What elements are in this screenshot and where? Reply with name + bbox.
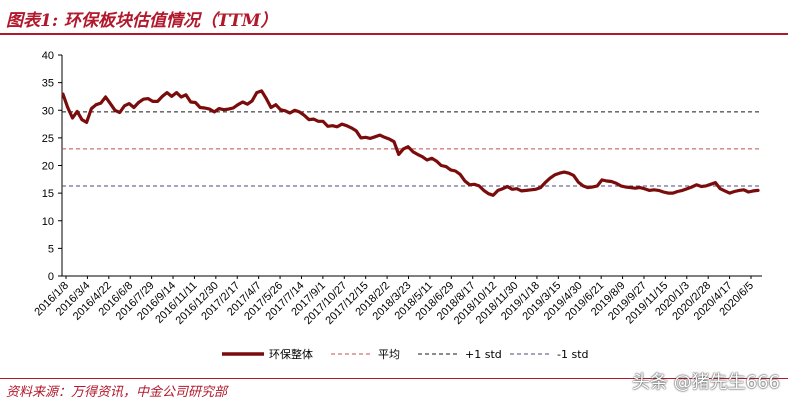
chart-title: 图表1: 环保板块估值情况（TTM） — [6, 11, 278, 31]
y-tick-label: 5 — [48, 243, 54, 255]
series-layer — [61, 89, 760, 197]
title-divider — [0, 33, 788, 35]
series-line-main — [61, 89, 760, 197]
y-tick-label: 20 — [42, 161, 54, 173]
y-tick-label: 15 — [42, 188, 54, 200]
legend-label-2: 平均 — [378, 348, 400, 361]
chart-legend: 环保整体 平均 +1 std -1 std — [222, 347, 589, 361]
y-tick-label: 40 — [42, 50, 54, 62]
y-tick-label: 30 — [42, 105, 54, 117]
source-divider — [0, 378, 788, 379]
legend-label-1: 环保整体 — [269, 347, 313, 361]
legend-label-4: -1 std — [557, 348, 589, 361]
y-tick-label: 10 — [42, 216, 54, 228]
y-tick-label: 0 — [48, 271, 54, 283]
watermark: 头条 @猪先生666 — [631, 372, 780, 393]
legend-label-3: +1 std — [465, 348, 502, 361]
y-tick-label: 35 — [42, 78, 54, 90]
y-tick-label: 25 — [42, 133, 54, 145]
source-note: 资料来源：万得资讯，中金公司研究部 — [6, 385, 228, 400]
